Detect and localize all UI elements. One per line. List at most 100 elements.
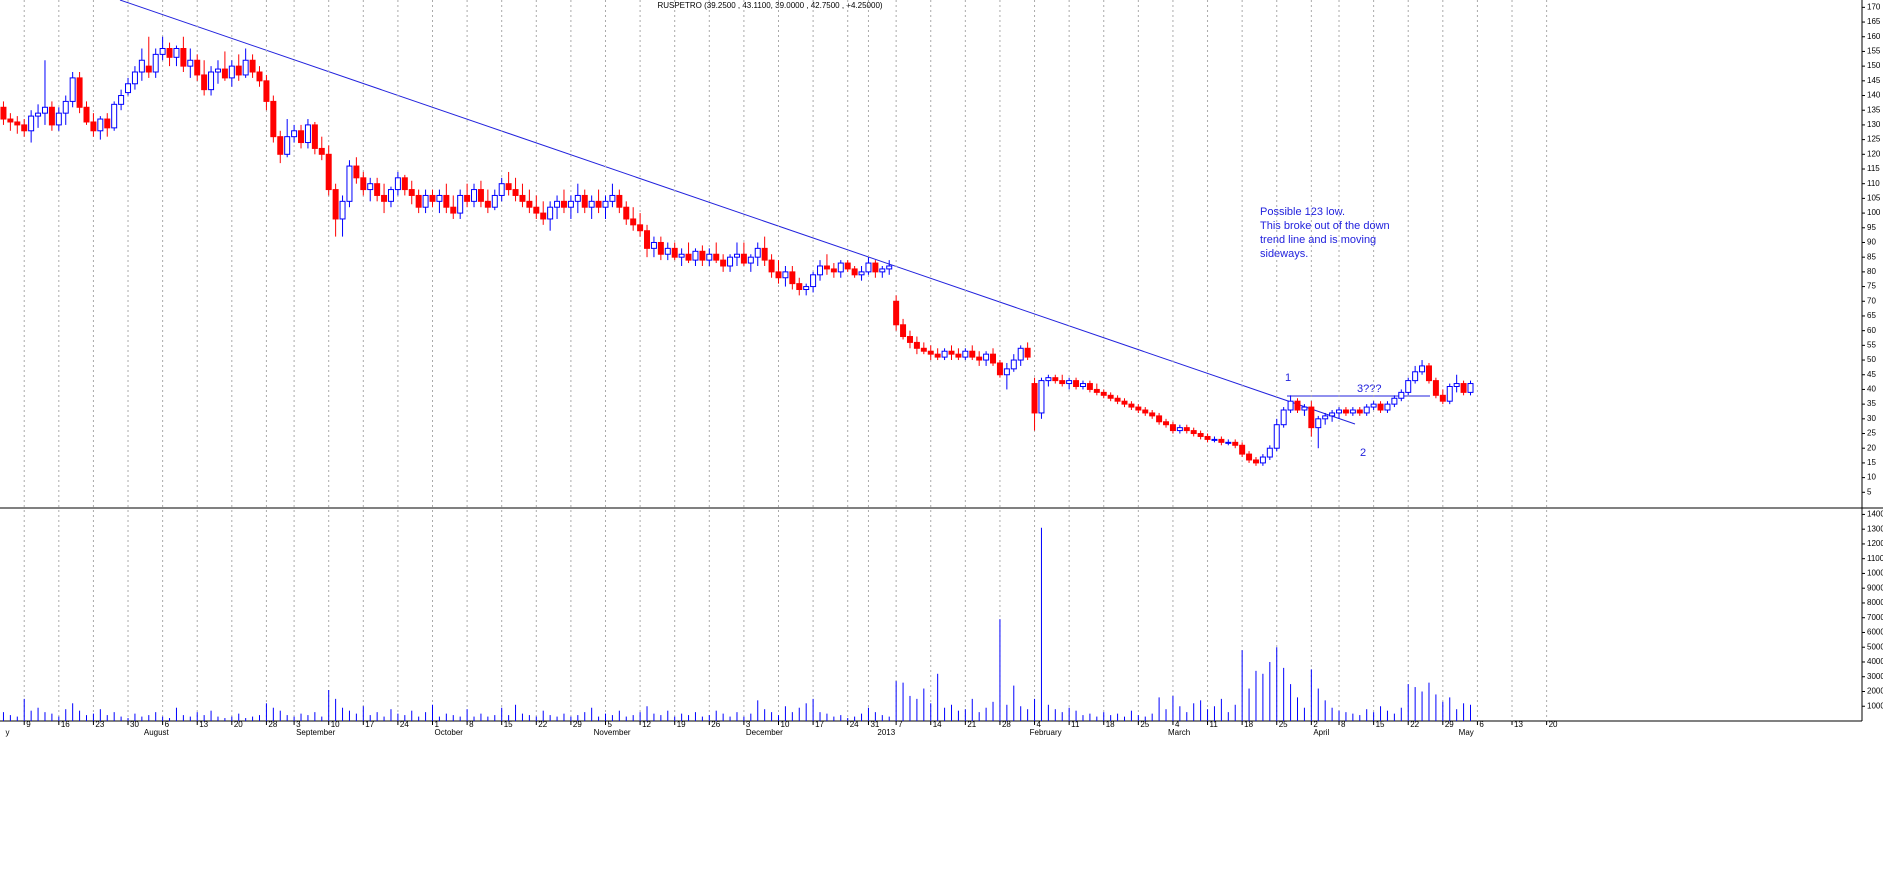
candle-body — [450, 206, 457, 214]
candle-body — [1280, 409, 1287, 426]
candle-body — [1003, 368, 1010, 376]
candle-body — [1446, 385, 1453, 402]
candle-body — [595, 200, 602, 208]
y-tick-label: 140 — [1867, 91, 1881, 100]
candle-body — [1259, 456, 1266, 464]
candle-body — [1453, 383, 1460, 387]
candle-body — [962, 350, 969, 358]
x-tick-label: 11 — [1210, 720, 1219, 729]
candle-body — [159, 47, 166, 55]
candle-body — [242, 59, 249, 76]
candle-body — [1266, 447, 1273, 458]
candle-body — [1301, 406, 1308, 411]
candle-body — [955, 353, 962, 358]
candle-body — [1315, 418, 1322, 429]
y2-tick-label: 10000 — [1867, 569, 1883, 578]
candle-body — [1467, 383, 1474, 393]
x-tick-label: 13 — [1514, 720, 1523, 729]
candle-body — [1363, 406, 1370, 414]
candle-body — [1287, 400, 1294, 411]
candle-body — [1273, 424, 1280, 449]
candle-body — [567, 200, 574, 208]
candle-body — [69, 77, 76, 102]
candle-body — [235, 65, 242, 76]
y-tick-label: 50 — [1867, 355, 1876, 364]
candle-body — [464, 194, 471, 202]
y2-tick-label: 2000 — [1867, 687, 1883, 696]
candle-body — [298, 130, 305, 144]
y-tick-label: 80 — [1867, 267, 1876, 276]
candle-body — [1024, 347, 1031, 358]
candle-body — [685, 253, 692, 261]
candle-body — [381, 194, 388, 202]
candle-body — [104, 118, 111, 129]
x-tick-label: 22 — [1410, 720, 1419, 729]
candle-body — [554, 200, 561, 208]
candle-body — [1093, 388, 1100, 393]
month-label: March — [1168, 728, 1190, 737]
candle-body — [1073, 380, 1080, 387]
y-tick-label: 120 — [1867, 149, 1881, 158]
candle-body — [900, 324, 907, 338]
candle-body — [1412, 371, 1419, 382]
month-label: October — [435, 728, 464, 737]
x-tick-label: 7 — [898, 720, 903, 729]
annotation: 3??? — [1357, 383, 1381, 395]
annotation: sideways. — [1260, 248, 1308, 260]
candle-body — [367, 183, 374, 191]
candle-body — [1239, 444, 1246, 455]
candle-body — [429, 194, 436, 202]
candle-body — [1197, 433, 1204, 437]
y-tick-label: 155 — [1867, 47, 1881, 56]
x-tick-label: 8 — [469, 720, 474, 729]
candle-body — [304, 124, 311, 144]
x-tick-label: 13 — [199, 720, 208, 729]
candle-body — [740, 253, 747, 264]
y-tick-label: 10 — [1867, 473, 1876, 482]
y-tick-label: 40 — [1867, 385, 1876, 394]
y2-tick-label: 4000 — [1867, 657, 1883, 666]
candle-body — [1190, 430, 1197, 435]
annotation: trend line and is moving — [1260, 234, 1376, 246]
month-label: December — [746, 728, 783, 737]
candle-body — [1432, 380, 1439, 396]
x-tick-label: 19 — [677, 720, 686, 729]
candle-body — [498, 183, 505, 196]
candle-body — [934, 353, 941, 358]
candle-body — [311, 124, 318, 149]
candle-body — [1079, 383, 1086, 387]
x-tick-label: 18 — [1106, 720, 1115, 729]
candle-body — [720, 259, 727, 267]
candle-body — [775, 271, 782, 279]
month-label: November — [594, 728, 631, 737]
x-tick-label: 17 — [815, 720, 824, 729]
candle-body — [325, 153, 332, 191]
candle-body — [221, 68, 228, 79]
trend-line — [119, 0, 1356, 425]
x-tick-label: 21 — [967, 720, 976, 729]
candle-body — [436, 194, 443, 202]
candle-body — [7, 118, 14, 123]
candle-body — [1107, 394, 1114, 399]
candle-body — [194, 59, 201, 76]
candle-body — [830, 268, 837, 273]
y-tick-label: 110 — [1867, 179, 1880, 188]
candle-body — [201, 74, 208, 91]
candle-body — [560, 200, 567, 208]
x-tick-label: 2 — [1313, 720, 1318, 729]
x-tick-label: 6 — [1479, 720, 1484, 729]
candle-body — [547, 206, 554, 220]
candle-body — [1377, 403, 1384, 411]
candle-body — [630, 218, 637, 226]
candle-body — [865, 262, 872, 273]
y-tick-label: 115 — [1867, 164, 1880, 173]
candle-body — [1419, 365, 1426, 373]
candle-body — [187, 59, 194, 67]
y2-tick-label: 14000 — [1867, 510, 1883, 519]
annotation: 2 — [1360, 447, 1366, 459]
x-tick-label: 30 — [130, 720, 139, 729]
y2-tick-label: 12000 — [1867, 539, 1883, 548]
x-tick-label: 16 — [61, 720, 70, 729]
candle-body — [83, 106, 90, 123]
